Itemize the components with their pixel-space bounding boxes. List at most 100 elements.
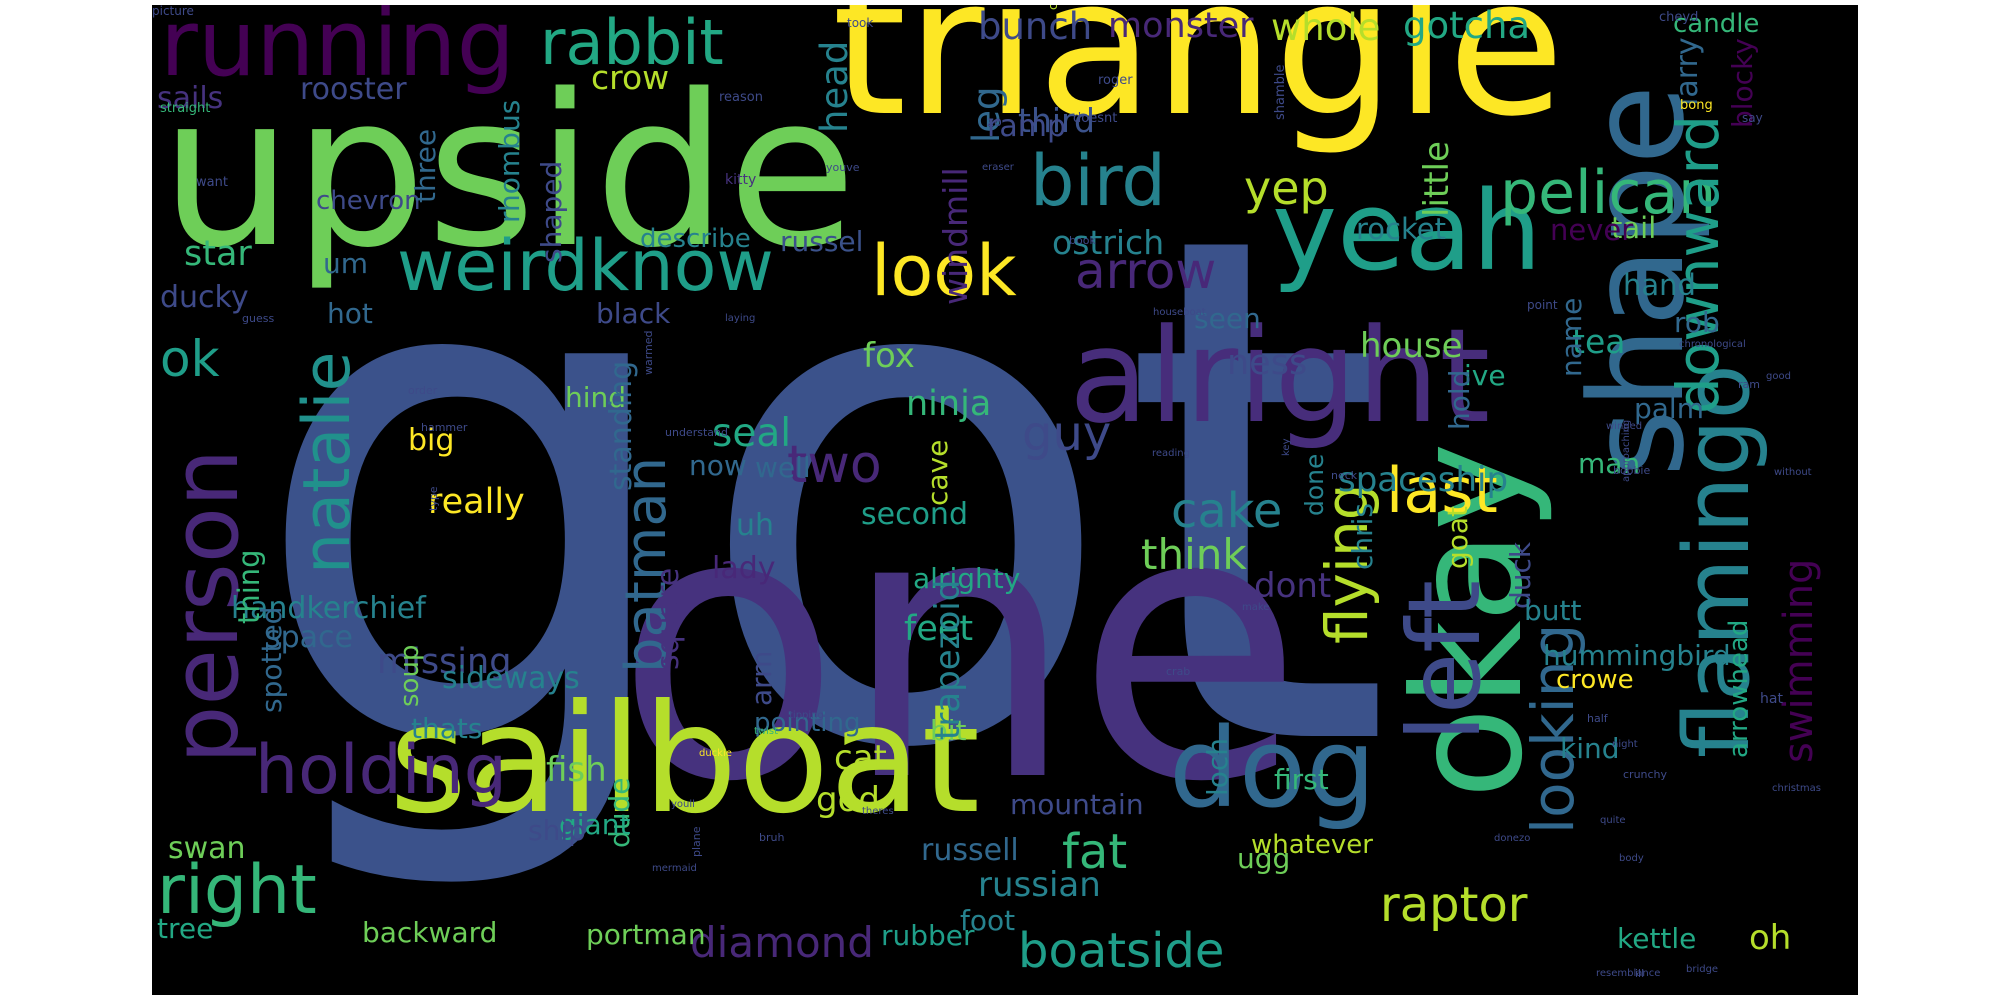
word-ness: ness — [1227, 343, 1308, 383]
word-soup: soup — [395, 644, 425, 707]
word-youll: youll — [671, 799, 695, 810]
word-russian: russian — [978, 865, 1101, 905]
word-guy: guy — [1022, 406, 1112, 462]
word-russel: russel — [780, 225, 864, 258]
word-tea: tea — [1572, 322, 1626, 361]
word-cheyd: cheyd — [1659, 10, 1699, 25]
word-done: done — [1300, 453, 1329, 516]
word-windmill: windmill — [936, 167, 975, 305]
word-seen: seen — [1194, 302, 1261, 335]
word-seal: seal — [712, 411, 792, 456]
word-hammer: hammer — [421, 421, 468, 434]
word-giant: giant — [559, 808, 631, 841]
word-two: two — [787, 435, 882, 495]
word-body: body — [1619, 853, 1644, 864]
word-third: third — [1018, 101, 1095, 140]
word-quite: quite — [1600, 815, 1626, 826]
word-yeah: yeah — [1272, 167, 1542, 295]
word-kettle: kettle — [1617, 922, 1697, 955]
word-plane: plane — [690, 826, 703, 857]
word-star: star — [184, 234, 252, 274]
word-want: want — [196, 175, 228, 190]
word-cake: cake — [1171, 483, 1283, 539]
word-little: little — [1417, 141, 1457, 217]
word-whatever: whatever — [1251, 830, 1373, 860]
word-boobie: boobie — [1613, 464, 1651, 477]
word-winged: winged — [1606, 421, 1643, 432]
word-fat: fat — [1062, 824, 1128, 880]
word-zo: zo — [987, 115, 1002, 130]
word-spaceship: spaceship — [1338, 460, 1509, 500]
word-missing: missing — [377, 642, 512, 682]
word-raptor: raptor — [1380, 877, 1528, 933]
word-natalie: natalie — [290, 351, 365, 574]
word-ducky: ducky — [160, 280, 249, 315]
word-ok: ok — [160, 330, 220, 388]
word-pointing: pointing — [754, 708, 861, 738]
word-kitty: kitty — [725, 172, 757, 188]
word-donezo: donezo — [1494, 833, 1531, 844]
word-ramp: ramp — [987, 109, 1066, 144]
word-rabbit: rabbit — [540, 6, 724, 79]
word-upside: upside — [160, 49, 857, 294]
word-space: space — [265, 620, 354, 655]
word-alright: alright — [1069, 300, 1491, 452]
word-arm: arm — [745, 650, 778, 706]
word-palm: palm — [1634, 392, 1704, 425]
word-really: really — [428, 482, 525, 522]
word-sideways: sideways — [442, 661, 580, 696]
word-approaching: approaching — [1621, 419, 1632, 482]
word-reason: reason — [719, 90, 763, 105]
word-look: look — [871, 230, 1017, 312]
word-crab: crab — [1166, 665, 1191, 678]
word-weirdknow: weirdknow — [397, 225, 774, 307]
word-running: running — [160, 5, 516, 97]
word-ninja: ninja — [906, 384, 992, 424]
word-tipping: tipping — [789, 710, 824, 721]
word-feet: feet — [904, 609, 974, 649]
word-think: think — [1141, 530, 1247, 579]
word-name: name — [1555, 297, 1588, 377]
word-black: black — [596, 297, 671, 330]
word-duckie: duckie — [699, 748, 732, 759]
word-crowe: crowe — [1556, 665, 1634, 695]
word-chronological: chronological — [1679, 339, 1746, 350]
word-rubber: rubber — [881, 919, 975, 952]
word-describe: describe — [640, 224, 751, 254]
word-mountain: mountain — [1010, 788, 1144, 821]
word-arrow: arrow — [1075, 242, 1217, 300]
word-say: say — [1742, 111, 1763, 125]
word-larry: larry — [1670, 37, 1705, 106]
word-took: took — [847, 16, 874, 30]
word-straight: straight — [160, 101, 211, 116]
word-warmed: warmed — [642, 330, 655, 375]
word-ill: ill — [1635, 967, 1645, 980]
word-bit: bit — [930, 714, 967, 747]
word-three: three — [409, 128, 442, 203]
word-portman: portman — [586, 918, 706, 951]
word-cave: cave — [921, 439, 954, 506]
word-shamble: shamble — [1273, 64, 1288, 120]
word-big: big — [408, 423, 455, 458]
word-hand: hand — [1623, 268, 1696, 302]
word-lady: lady — [712, 551, 776, 586]
word-hind: hind — [565, 381, 627, 414]
word-picture: picture — [152, 5, 194, 18]
word-alrighty: alrighty — [913, 562, 1021, 595]
word-order: order — [408, 384, 438, 397]
word-shaped: shaped — [535, 160, 568, 263]
word-book: book — [1069, 234, 1096, 247]
word-good: good — [1766, 371, 1791, 382]
word-gotcha: gotcha — [1403, 5, 1531, 47]
word-square: square — [651, 567, 686, 670]
word-hummingbird: hummingbird — [1543, 639, 1731, 672]
word-swimming: swimming — [1776, 558, 1822, 763]
word-rooster: rooster — [300, 72, 407, 107]
word-diamond: diamond — [690, 918, 874, 967]
word-rocket: rocket — [1356, 212, 1446, 246]
word-youve: youve — [826, 161, 860, 174]
word-monster: monster — [1108, 6, 1254, 46]
word-kind: kind — [1560, 732, 1620, 765]
word-chevron: chevron — [316, 186, 421, 216]
word-butt: butt — [1524, 594, 1582, 627]
